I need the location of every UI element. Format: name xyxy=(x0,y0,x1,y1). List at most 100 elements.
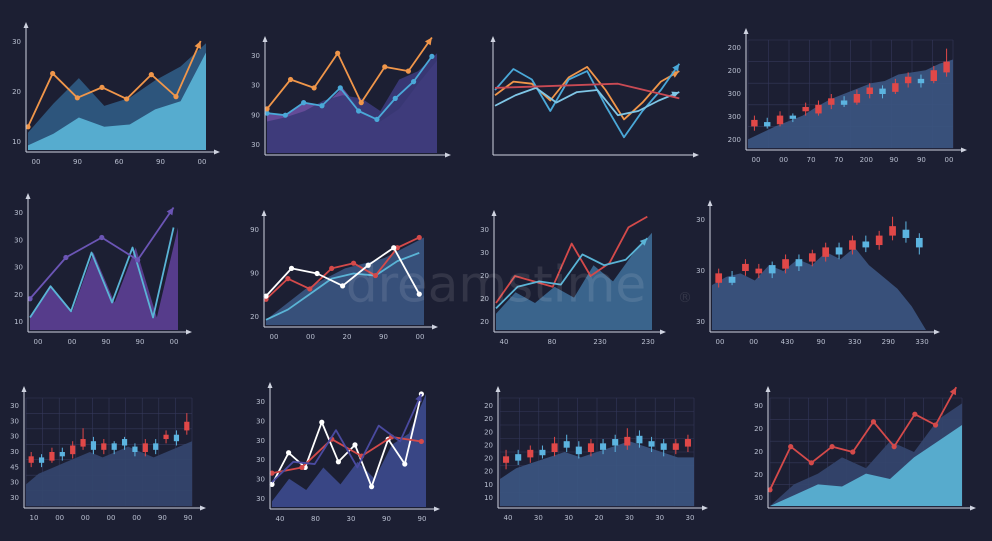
point xyxy=(288,265,295,271)
axis-arrow xyxy=(261,210,267,216)
point xyxy=(382,64,388,70)
axis-arrow xyxy=(21,386,27,392)
candle-body xyxy=(600,443,607,450)
y-tick-label: 20 xyxy=(484,441,493,449)
chart-panel: 90 20 20 20 30 xyxy=(754,386,976,511)
y-tick-label: 30 xyxy=(251,82,260,90)
line xyxy=(27,40,202,128)
y-tick-label: 30 xyxy=(251,52,260,60)
y-tick-label: 30 xyxy=(251,141,260,149)
y-tick-label: 30 xyxy=(480,249,489,257)
x-tick-label: 00 xyxy=(779,156,788,164)
area xyxy=(30,227,178,330)
candle-body xyxy=(70,445,76,455)
area xyxy=(496,232,652,330)
x-tick-label: 00 xyxy=(270,333,279,341)
candle-body xyxy=(648,441,655,447)
point xyxy=(335,459,341,465)
x-tick-label: 30 xyxy=(625,514,634,522)
y-tick-label: 30 xyxy=(256,417,265,425)
y-tick-label: 30 xyxy=(10,448,19,456)
candle-body xyxy=(853,94,861,103)
point xyxy=(319,419,325,425)
candle-body xyxy=(815,104,822,114)
point xyxy=(808,460,814,466)
candle-body xyxy=(879,88,886,94)
axis-arrow xyxy=(434,506,440,512)
x-tick-label: 00 xyxy=(416,333,425,341)
candle-body xyxy=(795,259,803,267)
x-tick-label: 00 xyxy=(306,333,315,341)
point xyxy=(314,270,320,277)
area xyxy=(500,441,694,506)
point xyxy=(307,286,313,292)
y-tick-label: 30 xyxy=(10,402,19,410)
x-tick-label: 20 xyxy=(595,514,604,522)
point xyxy=(285,450,292,456)
y-tick-label: 20 xyxy=(484,415,493,423)
x-tick-label: 00 xyxy=(32,158,41,166)
point xyxy=(352,442,358,448)
axis-arrow xyxy=(445,152,451,158)
arrow-head xyxy=(166,207,174,216)
point xyxy=(25,124,31,130)
candle-body xyxy=(515,454,522,461)
axis-arrow xyxy=(490,36,496,42)
x-tick-label: 90 xyxy=(158,514,167,522)
candle-body xyxy=(575,446,582,455)
y-tick-label: 10 xyxy=(12,138,21,146)
line xyxy=(495,237,648,310)
x-tick-label: 30 xyxy=(686,514,695,522)
line xyxy=(271,393,423,483)
point xyxy=(350,260,357,266)
x-tick-label: 40 xyxy=(500,338,509,346)
point xyxy=(891,444,897,450)
chart-panel: 20 20 20 20 20 20 10 10 40 30 30 20 30 30 30 xyxy=(484,386,708,522)
candle-body xyxy=(892,83,899,92)
point xyxy=(829,444,835,450)
arrow-head xyxy=(424,37,432,46)
line xyxy=(494,82,680,100)
x-tick-label: 90 xyxy=(156,158,165,166)
x-tick-label: 70 xyxy=(807,156,816,164)
line xyxy=(265,252,420,321)
axis-arrow xyxy=(200,505,206,511)
candle-body xyxy=(755,268,763,274)
point xyxy=(335,50,341,56)
candle-body xyxy=(776,115,784,125)
x-tick-label: 20 xyxy=(343,333,352,341)
point xyxy=(135,257,141,263)
candle-body xyxy=(715,273,723,283)
x-tick-label: 70 xyxy=(834,156,843,164)
axis-arrow xyxy=(702,505,708,511)
x-tick-label: 00 xyxy=(81,514,90,522)
point xyxy=(285,276,291,282)
arrow-head xyxy=(672,63,680,72)
y-tick-label: 20 xyxy=(480,295,489,303)
point xyxy=(287,76,294,83)
y-tick-label: 30 xyxy=(256,495,265,503)
y-tick-label: 30 xyxy=(256,437,265,445)
point xyxy=(148,72,154,78)
y-tick-label: 30 xyxy=(14,209,23,217)
x-tick-label: 60 xyxy=(115,158,124,166)
y-tick-label: 30 xyxy=(696,216,705,224)
chart-panel: 30 30 30 30 45 30 30 10 00 00 00 00 90 90 xyxy=(10,386,206,522)
y-tick-label: 90 xyxy=(250,226,259,234)
candle-body xyxy=(551,443,558,452)
axis-arrow xyxy=(491,210,497,216)
candle-body xyxy=(563,441,570,448)
watermark: dreamstime xyxy=(346,256,646,314)
line xyxy=(29,227,175,319)
area xyxy=(28,52,206,151)
candle-body xyxy=(59,452,65,457)
point xyxy=(416,291,422,297)
candle-body xyxy=(142,443,148,452)
y-tick-label: 30 xyxy=(10,494,19,502)
area xyxy=(748,59,953,148)
x-tick-label: 330 xyxy=(915,338,928,346)
point xyxy=(850,449,856,455)
line xyxy=(494,63,681,139)
point xyxy=(99,84,105,90)
